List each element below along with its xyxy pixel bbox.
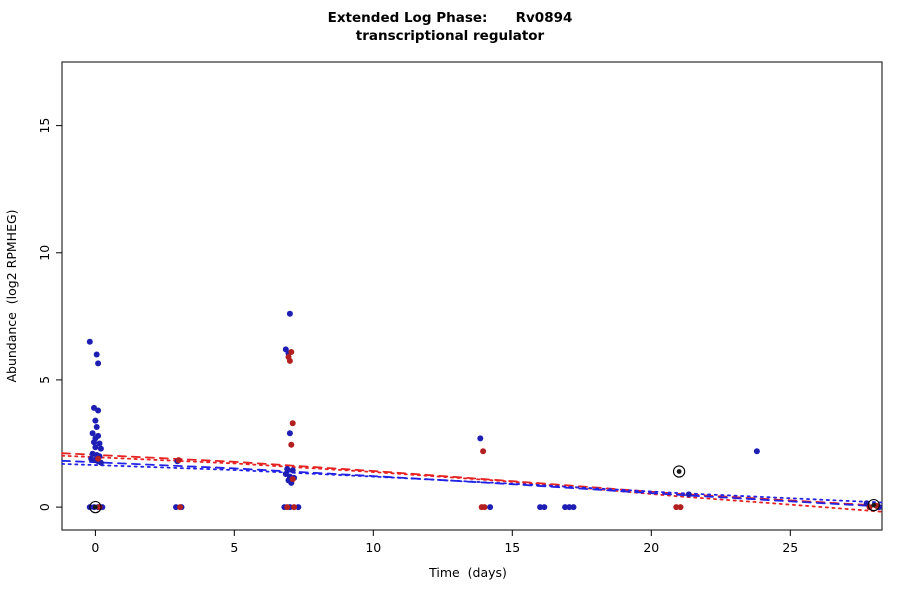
red-replicates-point (286, 357, 293, 364)
red-replicates-point (177, 504, 184, 511)
blue-replicates-point (295, 504, 302, 511)
blue-replicates-point (537, 504, 544, 511)
chart-title-line2: transcriptional regulator (356, 28, 545, 44)
blue-replicates-point (477, 435, 484, 442)
x-axis-label: Time (days) (428, 565, 507, 580)
blue-replicates-point (289, 467, 296, 474)
red-replicates-point (480, 448, 487, 455)
blue-replicates-point (96, 440, 103, 447)
red-replicates-point (284, 504, 291, 511)
x-axis-tick-label: 0 (91, 540, 99, 555)
chart-title-line1: Extended Log Phase: Rv0894 (328, 10, 573, 26)
blue-replicates-point (95, 360, 102, 367)
blue-replicates-point (286, 310, 293, 317)
blue-replicates-point (95, 407, 102, 414)
blue-replicates-point (685, 491, 692, 498)
y-axis-tick-label: 10 (37, 245, 52, 261)
y-axis-tick-label: 0 (37, 503, 52, 511)
x-axis-tick-label: 5 (230, 540, 238, 555)
circled-point-dot (676, 469, 682, 474)
circled-point-ring (867, 498, 880, 512)
blue-replicates-point (487, 504, 494, 511)
red-replicates-point (289, 420, 296, 427)
red-replicates-point (677, 504, 684, 511)
plot-area: 0 5 10 15 20 25 0 5 10 15 (37, 61, 883, 555)
x-axis-tick-label: 10 (365, 540, 381, 555)
blue-dashed-fit (61, 459, 883, 508)
red-replicates-point (673, 504, 680, 511)
red-dashed-fit (61, 452, 883, 507)
blue-replicates-point (97, 445, 104, 452)
blue-replicates-point (86, 338, 93, 345)
red-replicates-point (175, 457, 182, 464)
x-axis-tick-label: 20 (643, 540, 659, 555)
red-replicates-point (288, 349, 295, 355)
circled-point-dot (871, 502, 877, 508)
red-replicates-point (288, 441, 295, 448)
red-replicates-point (289, 476, 296, 483)
y-axis-label: Abundance (log2 RPMHEG) (4, 209, 19, 382)
red-replicates-point (95, 455, 102, 462)
blue-replicates-point (286, 430, 293, 437)
blue-replicates-point (173, 504, 179, 511)
red-replicates-point (481, 504, 488, 511)
blue-replicates-point (91, 439, 97, 446)
blue-replicates-point (570, 504, 577, 511)
blue-replicates-point (93, 351, 100, 358)
blue-dotted-fit (61, 462, 883, 504)
blue-replicates-point (753, 448, 760, 455)
blue-replicates-point (89, 430, 96, 437)
plot-border (61, 61, 883, 531)
blue-replicates-point (562, 504, 569, 511)
blue-replicates-point (93, 424, 100, 430)
red-dotted-fit (61, 454, 883, 513)
blue-replicates-point (284, 466, 291, 472)
x-axis-tick-label: 25 (782, 540, 798, 555)
blue-replicates-point (566, 504, 573, 511)
y-axis-tick-label: 15 (37, 118, 52, 134)
blue-replicates-point (541, 504, 548, 511)
red-replicates-point (291, 504, 298, 511)
x-axis-tick-label: 15 (504, 540, 520, 555)
y-axis-tick-label: 5 (37, 376, 52, 384)
circled-point-ring (89, 500, 102, 514)
circled-point-ring (672, 465, 686, 478)
blue-replicates-point (92, 417, 99, 424)
blue-replicates-point (92, 444, 99, 451)
circled-point-dot (93, 504, 98, 510)
